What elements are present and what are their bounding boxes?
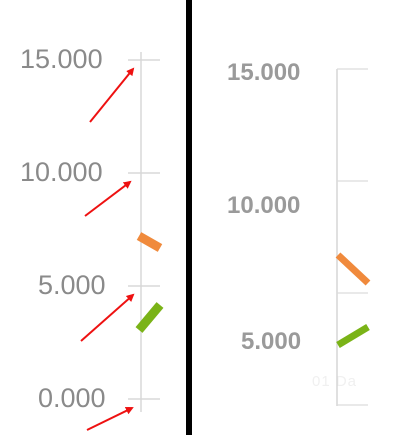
orange-series-line	[136, 232, 163, 252]
y-tick-label: 10.000	[20, 157, 103, 187]
y-tick-label: 15.000	[20, 44, 103, 74]
right-chart-crop: 15.000 10.000 5.000 01 Da	[192, 0, 400, 435]
left-chart-crop: 15.000 10.000 5.000 0.000	[0, 0, 186, 435]
right-chart-plot	[335, 68, 371, 406]
x-axis-label-fragment: 01 Da	[312, 373, 358, 390]
red-arrow-annotation	[86, 407, 134, 431]
red-arrow-annotation	[89, 67, 135, 123]
y-tick-label: 0.000	[38, 383, 106, 413]
y-tick-label: 5.000	[241, 328, 302, 355]
red-arrow-annotation	[84, 180, 132, 217]
red-arrow-annotation	[80, 293, 135, 342]
green-series-line	[135, 302, 164, 333]
green-series-line	[336, 323, 370, 349]
y-tick-label: 15.000	[227, 59, 301, 86]
y-tick-label: 5.000	[38, 270, 106, 300]
orange-series-line	[335, 252, 371, 286]
y-tick-label: 10.000	[227, 192, 301, 219]
panel-divider	[186, 0, 192, 435]
left-chart-plot	[80, 52, 164, 431]
